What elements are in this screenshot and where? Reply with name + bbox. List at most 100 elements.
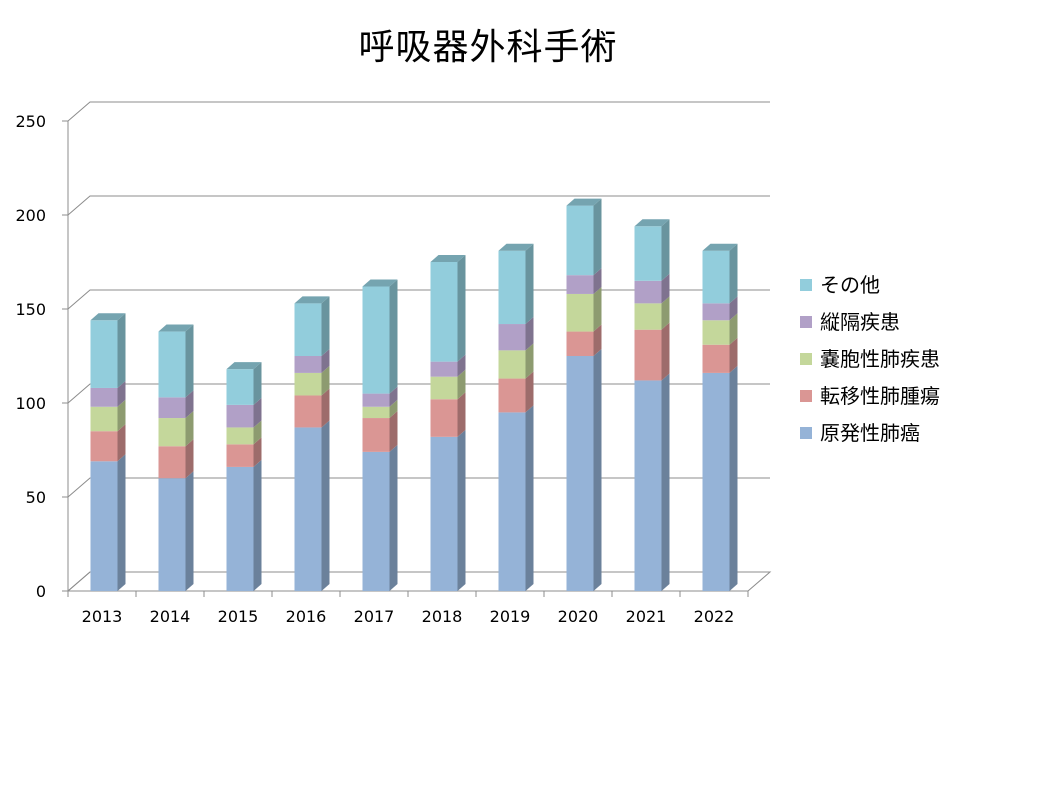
bar-segment (634, 380, 662, 591)
legend-swatch (800, 353, 812, 365)
bar-segment (90, 431, 118, 462)
bar-segment-side (593, 324, 602, 356)
bar-top (634, 219, 670, 227)
bar-segment-side (117, 424, 126, 462)
bar-top (158, 324, 194, 332)
legend-swatch (800, 316, 812, 328)
bar-segment (702, 303, 730, 321)
bar-segment (566, 205, 594, 276)
bar-segment (430, 436, 458, 591)
y-tick-label: 0 (36, 582, 46, 601)
bar-segment (566, 275, 594, 294)
bar-segment-side (253, 459, 262, 591)
bar-segment-side (117, 454, 126, 591)
bar-top (226, 362, 262, 370)
bar-segment-side (389, 399, 398, 419)
bar-stack (702, 243, 738, 591)
legend-label: 嚢胞性肺疾患 (820, 347, 940, 371)
legend-swatch (800, 390, 812, 402)
bar-segment-side (389, 444, 398, 591)
bar-segment (566, 356, 594, 591)
bar-stack (634, 219, 670, 591)
bar-segment-side (525, 317, 534, 351)
bar-stack (566, 198, 602, 591)
bar-segment (498, 250, 526, 325)
bar-segment (362, 418, 390, 452)
bar-segment-side (593, 268, 602, 294)
y-tick-label: 200 (15, 206, 46, 225)
bar-segment-side (253, 397, 262, 428)
bar-segment (90, 461, 118, 591)
bar-segment-side (321, 365, 330, 396)
bar-segment-side (185, 471, 194, 591)
bar-stack (362, 279, 398, 591)
bar-segment-side (661, 322, 670, 381)
bar-segment (90, 320, 118, 388)
bar-segment-side (321, 349, 330, 373)
bar-segment (294, 372, 322, 396)
bar-segment-side (457, 392, 466, 437)
x-tick-label: 2014 (150, 607, 191, 626)
bar-segment (90, 406, 118, 432)
gridline (67, 195, 770, 216)
bar-stack (158, 324, 194, 591)
bar-top (294, 296, 330, 304)
bar-segment-side (661, 373, 670, 591)
bar-segment-side (661, 273, 670, 304)
gridline (67, 571, 770, 592)
bar-segment (90, 387, 118, 407)
y-tick-label: 50 (26, 488, 46, 507)
bar-stack (430, 255, 466, 591)
bar-segment (158, 331, 186, 398)
bar-segment-side (117, 313, 126, 388)
bar-top (498, 243, 534, 251)
gridline (67, 477, 770, 498)
bar-segment-side (457, 369, 466, 400)
bar-segment (566, 331, 594, 356)
bar-segment (498, 350, 526, 379)
legend-swatch (800, 427, 812, 439)
bar-segment (634, 329, 662, 381)
bar-segment (430, 361, 458, 377)
bar-stack (294, 296, 330, 591)
bar-segment-side (729, 296, 738, 321)
bar-segment-side (729, 313, 738, 345)
x-tick-label: 2020 (558, 607, 599, 626)
x-tick-label: 2013 (82, 607, 123, 626)
legend-label: 原発性肺癌 (820, 421, 920, 445)
y-tick-label: 100 (15, 394, 46, 413)
bar-segment (634, 303, 662, 330)
bar-segment-side (457, 429, 466, 591)
bar-segment-side (117, 380, 126, 407)
bar-segment-side (321, 296, 330, 356)
legend-label: 縦隔疾患 (820, 310, 900, 334)
bar-segment (430, 399, 458, 437)
bar-segment (158, 478, 186, 591)
gridline (67, 289, 770, 310)
bar-segment-side (661, 219, 670, 281)
bar-segment-side (389, 279, 398, 394)
legend-label: 転移性肺腫瘍 (820, 384, 940, 408)
bar-segment (634, 280, 662, 304)
bar-segment (566, 293, 594, 332)
bar-segment (226, 427, 254, 445)
bar-segment-side (729, 365, 738, 591)
bar-segment (430, 262, 458, 362)
bar-segment (226, 369, 254, 405)
bar-segment (634, 226, 662, 281)
bar-segment (158, 418, 186, 447)
bar-segment-side (593, 349, 602, 591)
bar-segment (702, 320, 730, 345)
bar-segment (294, 427, 322, 591)
bar-segment-side (321, 388, 330, 428)
bar-segment (702, 344, 730, 373)
bar-top (430, 255, 466, 262)
x-tick-label: 2016 (286, 607, 327, 626)
bar-segment-side (389, 386, 398, 407)
bar-stack (226, 362, 262, 591)
bar-segment (294, 356, 322, 373)
bar-segment-side (253, 420, 262, 445)
y-tick-label: 250 (15, 112, 46, 131)
bar-segment-side (661, 296, 670, 330)
bar-segment (362, 451, 390, 591)
